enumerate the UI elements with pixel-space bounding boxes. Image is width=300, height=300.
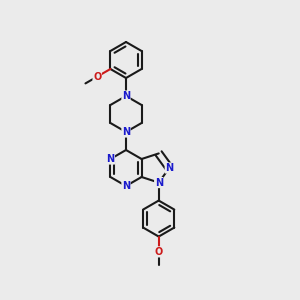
Text: N: N: [106, 154, 115, 164]
Text: N: N: [165, 163, 173, 173]
Text: N: N: [122, 181, 130, 191]
Text: N: N: [122, 91, 130, 101]
Text: N: N: [122, 127, 130, 137]
Text: O: O: [154, 247, 163, 257]
Text: N: N: [154, 178, 163, 188]
Text: O: O: [93, 72, 101, 82]
